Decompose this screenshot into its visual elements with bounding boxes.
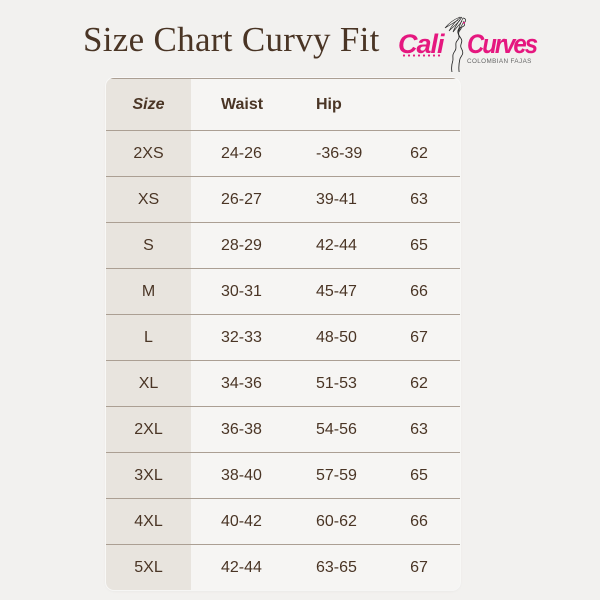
svg-text:Curves: Curves: [467, 29, 538, 59]
svg-text:COLOMBIAN FAJAS: COLOMBIAN FAJAS: [467, 58, 532, 65]
svg-text:Cali: Cali: [398, 29, 445, 59]
